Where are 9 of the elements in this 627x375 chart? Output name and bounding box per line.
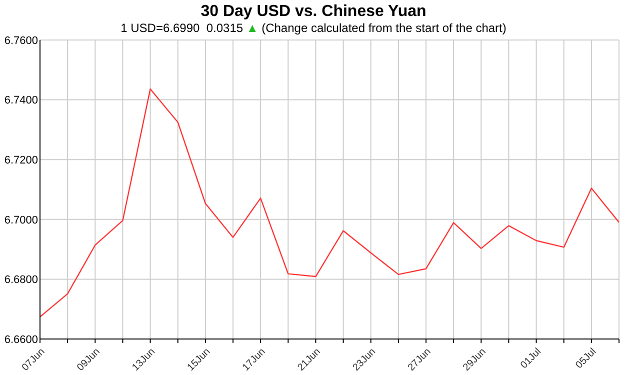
chart-subtitle: 1 USD=6.6990 0.0315 ▲ (Change calculated from the start of the chart) [120,21,508,35]
y-tick-label: 6.6600 [4,334,38,346]
chart-title: 30 Day USD vs. Chinese Yuan [200,3,428,21]
y-tick-label: 6.6800 [4,274,38,286]
y-tick-label: 6.7000 [4,214,38,226]
line-series [40,88,619,318]
y-tick-label: 6.7400 [4,94,38,107]
y-tick-label: 6.7600 [4,34,38,47]
y-tick-label: 6.7200 [4,154,38,167]
